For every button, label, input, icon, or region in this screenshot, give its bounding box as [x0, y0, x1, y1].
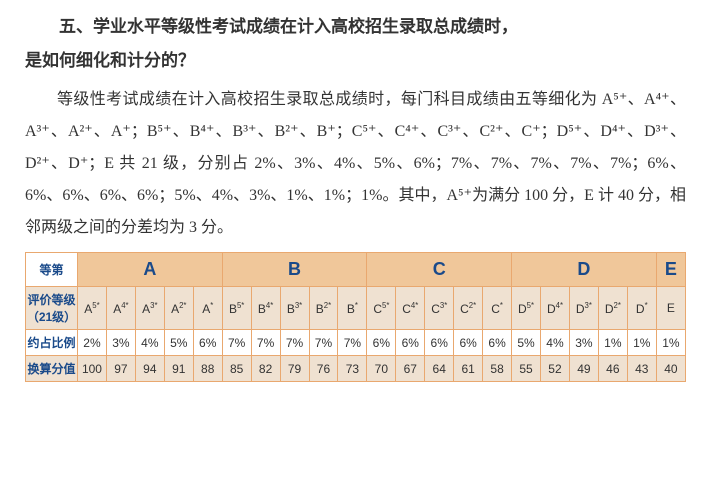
score-cell: 94: [135, 356, 164, 382]
level-cell: D5*: [512, 287, 541, 330]
level-cell: A3*: [135, 287, 164, 330]
score-cell: 73: [338, 356, 367, 382]
score-cell: 52: [541, 356, 570, 382]
pct-cell: 7%: [338, 330, 367, 356]
level-cell: B4*: [251, 287, 280, 330]
level-cell: A5*: [78, 287, 107, 330]
table-corner: 等第: [26, 253, 78, 287]
pct-cell: 7%: [309, 330, 338, 356]
table-row: 约占比例 2%3%4%5%6%7%7%7%7%7%6%6%6%6%6%5%4%3…: [26, 330, 686, 356]
pct-cell: 1%: [656, 330, 685, 356]
table-row: 换算分值 10097949188858279767370676461585552…: [26, 356, 686, 382]
pct-cell: 6%: [425, 330, 454, 356]
score-cell: 85: [222, 356, 251, 382]
score-cell: 40: [656, 356, 685, 382]
pct-cell: 6%: [396, 330, 425, 356]
level-cell: D3*: [569, 287, 598, 330]
level-cell: C2*: [454, 287, 483, 330]
pct-cell: 6%: [193, 330, 222, 356]
level-cell: A2*: [164, 287, 193, 330]
pct-cell: 2%: [78, 330, 107, 356]
pct-cell: 7%: [222, 330, 251, 356]
group-D: D: [512, 253, 657, 287]
pct-cell: 6%: [367, 330, 396, 356]
group-A: A: [78, 253, 223, 287]
score-cell: 91: [164, 356, 193, 382]
pct-cell: 1%: [627, 330, 656, 356]
level-cell: B5*: [222, 287, 251, 330]
score-cell: 70: [367, 356, 396, 382]
score-cell: 88: [193, 356, 222, 382]
level-cell: A4*: [106, 287, 135, 330]
group-C: C: [367, 253, 512, 287]
body-paragraph: 等级性考试成绩在计入高校招生录取总成绩时，每门科目成绩由五等细化为 A⁵⁺、A⁴…: [25, 84, 686, 244]
pct-cell: 3%: [569, 330, 598, 356]
level-cell: C4*: [396, 287, 425, 330]
pct-cell: 7%: [280, 330, 309, 356]
level-cell: D*: [627, 287, 656, 330]
score-cell: 82: [251, 356, 280, 382]
score-cell: 67: [396, 356, 425, 382]
level-cell: D4*: [541, 287, 570, 330]
level-cell: C3*: [425, 287, 454, 330]
pct-cell: 4%: [135, 330, 164, 356]
row-label-levels: 评价等级（21级）: [26, 287, 78, 330]
pct-cell: 1%: [598, 330, 627, 356]
group-B: B: [222, 253, 367, 287]
score-cell: 64: [425, 356, 454, 382]
row-label-pct: 约占比例: [26, 330, 78, 356]
level-cell: C5*: [367, 287, 396, 330]
score-cell: 100: [78, 356, 107, 382]
score-cell: 97: [106, 356, 135, 382]
section-heading-line2: 是如何细化和计分的？: [25, 44, 686, 78]
level-cell: B2*: [309, 287, 338, 330]
level-cell: E: [656, 287, 685, 330]
group-E: E: [656, 253, 685, 287]
score-cell: 58: [483, 356, 512, 382]
grade-table: 等第 A B C D E 评价等级（21级） A5*A4*A3*A2*A*B5*…: [25, 252, 686, 382]
pct-cell: 3%: [106, 330, 135, 356]
level-cell: B*: [338, 287, 367, 330]
pct-cell: 4%: [541, 330, 570, 356]
table-group-row: 等第 A B C D E: [26, 253, 686, 287]
level-cell: D2*: [598, 287, 627, 330]
level-cell: C*: [483, 287, 512, 330]
pct-cell: 5%: [512, 330, 541, 356]
score-cell: 46: [598, 356, 627, 382]
table-row: 评价等级（21级） A5*A4*A3*A2*A*B5*B4*B3*B2*B*C5…: [26, 287, 686, 330]
score-cell: 76: [309, 356, 338, 382]
score-cell: 61: [454, 356, 483, 382]
score-cell: 79: [280, 356, 309, 382]
row-label-score: 换算分值: [26, 356, 78, 382]
pct-cell: 5%: [164, 330, 193, 356]
pct-cell: 6%: [454, 330, 483, 356]
level-cell: B3*: [280, 287, 309, 330]
score-cell: 55: [512, 356, 541, 382]
pct-cell: 7%: [251, 330, 280, 356]
section-heading-line1: 五、学业水平等级性考试成绩在计入高校招生录取总成绩时，: [25, 10, 686, 44]
score-cell: 43: [627, 356, 656, 382]
level-cell: A*: [193, 287, 222, 330]
pct-cell: 6%: [483, 330, 512, 356]
score-cell: 49: [569, 356, 598, 382]
